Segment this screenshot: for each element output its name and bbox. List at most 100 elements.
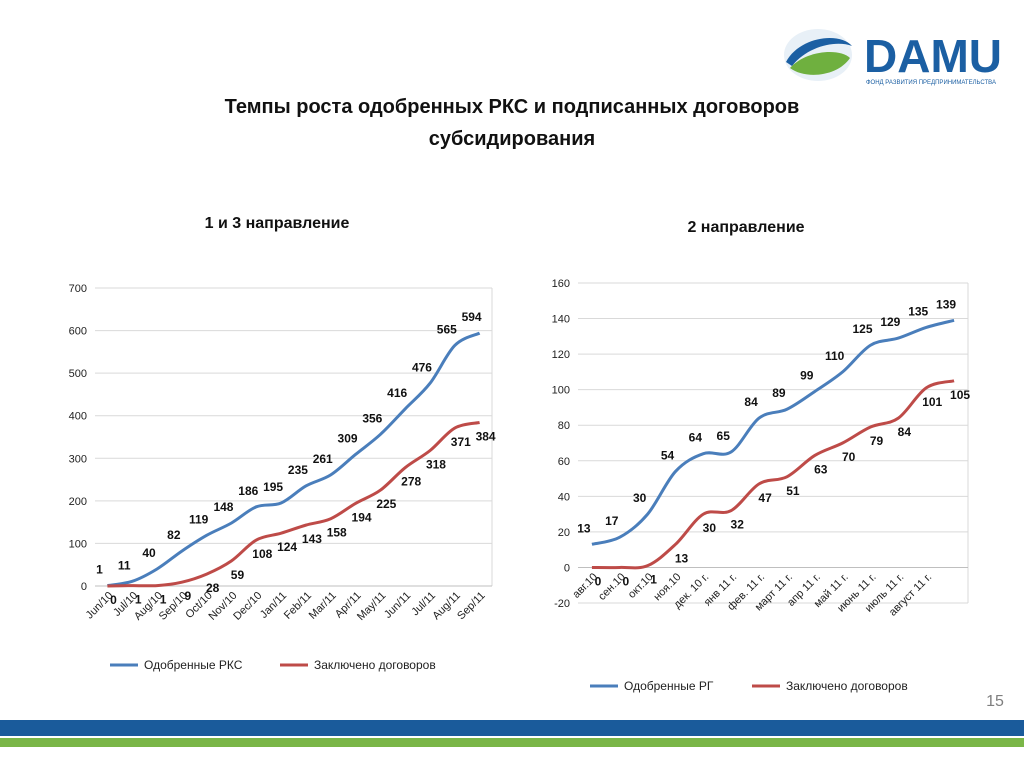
data-label: 119 (189, 512, 209, 526)
data-label: 84 (744, 395, 758, 409)
data-label: 105 (950, 388, 970, 402)
chart-title: 2 направление (687, 219, 804, 236)
data-label: 135 (908, 304, 928, 318)
data-label: 54 (661, 448, 675, 462)
legend-label: Одобренные РКС (144, 658, 243, 672)
y-tick-label: 300 (69, 453, 87, 465)
y-tick-label: 60 (558, 456, 570, 468)
y-tick-label: 100 (69, 538, 87, 550)
data-label: 0 (622, 574, 629, 588)
data-label: 278 (401, 475, 421, 489)
data-label: 63 (814, 462, 828, 476)
y-tick-label: 80 (558, 420, 570, 432)
footer-band (0, 738, 1024, 747)
y-tick-label: 700 (69, 283, 87, 295)
legend-label: Заключено договоров (314, 658, 436, 672)
data-label: 11 (118, 558, 131, 572)
data-label: 28 (206, 581, 220, 595)
data-label: 32 (731, 518, 745, 532)
data-label: 476 (412, 360, 432, 374)
data-label: 89 (772, 386, 786, 400)
data-label: 17 (605, 514, 619, 528)
data-label: 9 (185, 589, 192, 603)
data-label: 195 (263, 480, 283, 494)
data-label: 1 (96, 563, 103, 577)
data-label: 0 (110, 593, 117, 607)
data-label: 30 (703, 521, 717, 535)
data-label: 51 (786, 484, 800, 498)
page-number: 15 (986, 693, 1004, 710)
data-label: 235 (288, 463, 308, 477)
y-tick-label: 40 (558, 491, 570, 503)
series-line (107, 331, 481, 588)
data-label: 65 (717, 429, 731, 443)
data-label: 309 (338, 431, 358, 445)
series-line (107, 421, 480, 588)
logo-swoosh (790, 52, 850, 75)
data-label: 225 (376, 497, 396, 511)
data-label: 565 (437, 322, 457, 336)
data-label: 186 (238, 484, 258, 498)
data-label: 371 (451, 435, 471, 449)
data-label: 40 (142, 546, 156, 560)
data-label: 1 (160, 593, 167, 607)
logo: DAMU ФОНД РАЗВИТИЯ ПРЕДПРИНИМАТЕЛЬСТВА (784, 29, 1002, 86)
data-label: 158 (327, 526, 347, 540)
data-label: 99 (800, 368, 814, 382)
y-tick-label: 160 (552, 278, 570, 290)
data-label: 129 (880, 315, 900, 329)
data-label: 108 (252, 547, 272, 561)
footer-band (0, 720, 1024, 736)
y-tick-label: 600 (69, 326, 87, 338)
y-tick-label: -20 (554, 598, 570, 610)
data-label: 110 (825, 349, 845, 363)
logo-swoosh (786, 38, 852, 66)
data-label: 148 (213, 500, 233, 514)
data-label: 143 (302, 532, 322, 546)
y-tick-label: 140 (552, 314, 570, 326)
data-label: 194 (352, 510, 372, 524)
data-label: 318 (426, 458, 446, 472)
data-label: 13 (675, 551, 689, 565)
data-label: 139 (936, 297, 956, 311)
data-label: 124 (277, 540, 297, 554)
data-label: 47 (758, 491, 772, 505)
data-label: 416 (387, 386, 407, 400)
data-label: 79 (870, 434, 884, 448)
data-label: 1 (135, 593, 142, 607)
y-tick-label: 500 (69, 368, 87, 380)
series-line (591, 379, 955, 570)
y-tick-label: 0 (564, 562, 570, 574)
data-label: 70 (842, 450, 856, 464)
y-tick-label: 0 (81, 581, 87, 593)
legend-label: Одобренные РГ (624, 679, 714, 693)
y-tick-label: 400 (69, 411, 87, 423)
y-tick-label: 20 (558, 527, 570, 539)
series-line (591, 318, 955, 546)
legend-label: Заключено договоров (786, 679, 908, 693)
data-label: 82 (167, 528, 181, 542)
data-label: 384 (476, 430, 496, 444)
data-label: 0 (595, 574, 602, 588)
y-tick-label: 200 (69, 496, 87, 508)
data-label: 30 (633, 491, 647, 505)
data-label: 101 (922, 395, 942, 409)
data-label: 59 (231, 568, 245, 582)
chart-title: 1 и 3 направление (205, 215, 350, 232)
y-tick-label: 100 (552, 385, 570, 397)
data-label: 84 (898, 425, 912, 439)
logo-name: DAMU (864, 30, 1002, 82)
data-label: 13 (577, 521, 591, 535)
data-label: 261 (313, 452, 333, 466)
y-tick-label: 120 (552, 349, 570, 361)
data-label: 356 (362, 411, 382, 425)
data-label: 594 (462, 310, 482, 324)
data-label: 64 (689, 431, 703, 445)
logo-tagline: ФОНД РАЗВИТИЯ ПРЕДПРИНИМАТЕЛЬСТВА (866, 80, 996, 86)
slide-title: Темпы роста одобренных РКС и подписанных… (225, 96, 800, 118)
data-label: 125 (852, 322, 872, 336)
slide-title: субсидирования (429, 128, 595, 150)
